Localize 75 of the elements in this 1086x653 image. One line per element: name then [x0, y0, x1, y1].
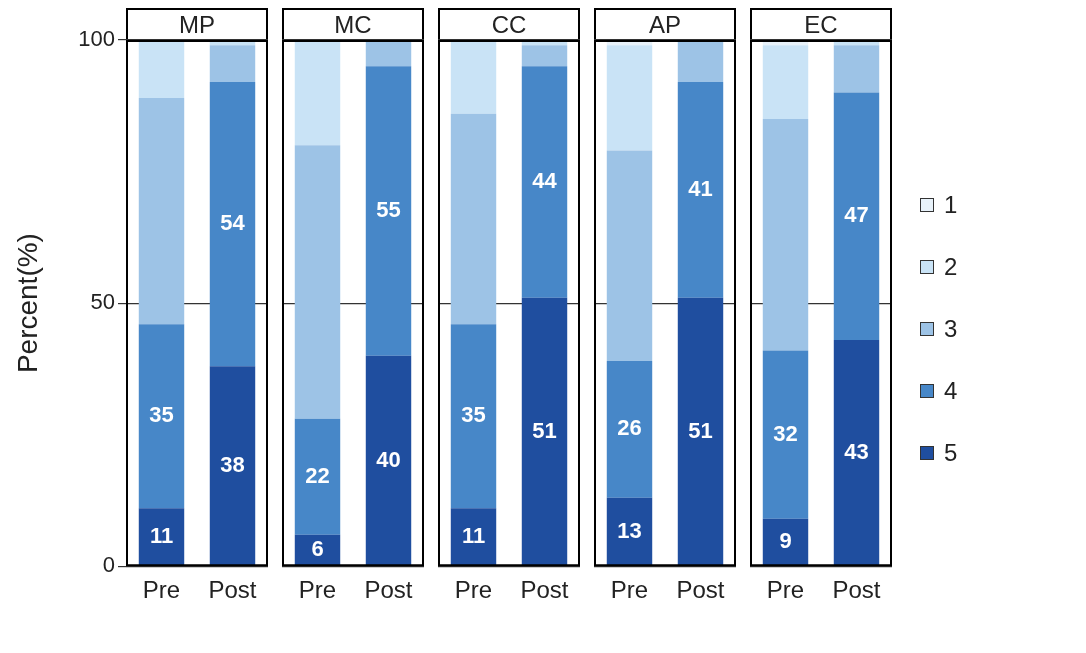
data-label: 54 — [220, 210, 246, 236]
y-tick-label: 100 — [78, 26, 115, 52]
bar — [833, 45, 880, 93]
chart-title: MC — [282, 8, 424, 40]
x-tick-label: Post — [364, 576, 413, 604]
x-tick-label: Post — [520, 576, 569, 604]
data-label: 44 — [532, 168, 558, 194]
legend-label: 4 — [944, 376, 958, 405]
data-label: 47 — [844, 202, 869, 228]
x-tick-label: Pre — [142, 576, 181, 604]
bar — [209, 366, 256, 566]
bar — [138, 97, 185, 325]
bar — [606, 150, 653, 361]
data-label: 55 — [376, 197, 401, 223]
data-label: 6 — [311, 536, 324, 562]
x-tick-label: Post — [676, 576, 725, 604]
data-label: 32 — [773, 420, 798, 446]
data-label: 13 — [617, 517, 642, 543]
bar — [365, 355, 412, 566]
bar — [833, 92, 880, 340]
chart-title: AP — [594, 8, 736, 40]
x-tick-label: Pre — [298, 576, 337, 604]
legend-label: 1 — [944, 190, 958, 219]
data-label: 35 — [461, 402, 486, 428]
bar — [365, 40, 412, 67]
bar — [606, 45, 653, 151]
data-label: 38 — [220, 451, 245, 477]
data-label: 22 — [305, 462, 330, 488]
x-tick-label: Post — [832, 576, 881, 604]
bar — [521, 297, 568, 566]
bar — [294, 40, 341, 146]
data-label: 41 — [688, 176, 713, 202]
legend-label: 2 — [944, 252, 958, 281]
chart-title: MP — [126, 8, 268, 40]
bar — [521, 45, 568, 67]
data-label: 40 — [376, 446, 401, 472]
data-label: 51 — [688, 417, 713, 443]
y-tick-label: 50 — [90, 289, 115, 315]
bar — [606, 497, 653, 566]
chart-title: EC — [750, 8, 892, 40]
bar — [762, 350, 809, 519]
x-tick-label: Post — [208, 576, 257, 604]
legend-label: 3 — [944, 314, 958, 343]
bar — [209, 82, 256, 367]
y-tick-label: 0 — [102, 552, 115, 578]
chart-title: CC — [438, 8, 580, 40]
bar — [677, 297, 724, 566]
bar — [450, 40, 497, 114]
x-tick-label: Pre — [454, 576, 493, 604]
data-label: 26 — [617, 415, 642, 441]
bar — [450, 324, 497, 509]
data-label: 43 — [844, 438, 869, 464]
bar — [762, 45, 809, 119]
bar — [762, 118, 809, 351]
bar — [209, 45, 256, 83]
data-label: 11 — [149, 523, 174, 549]
bar — [294, 418, 341, 535]
legend-label: 5 — [944, 438, 958, 467]
bar — [606, 360, 653, 498]
data-label: 51 — [532, 417, 557, 443]
data-label: 9 — [779, 528, 792, 554]
bar — [138, 40, 185, 98]
bar — [138, 324, 185, 509]
data-label: 11 — [461, 523, 486, 549]
y-axis-title: Percent(%) — [11, 233, 43, 374]
bar — [294, 145, 341, 419]
bar — [365, 66, 412, 356]
data-label: 35 — [149, 402, 174, 428]
bar — [521, 66, 568, 298]
x-tick-label: Pre — [610, 576, 649, 604]
bar — [677, 82, 724, 298]
bar — [833, 339, 880, 566]
bar — [450, 113, 497, 325]
x-tick-label: Pre — [766, 576, 805, 604]
bar — [677, 40, 724, 83]
